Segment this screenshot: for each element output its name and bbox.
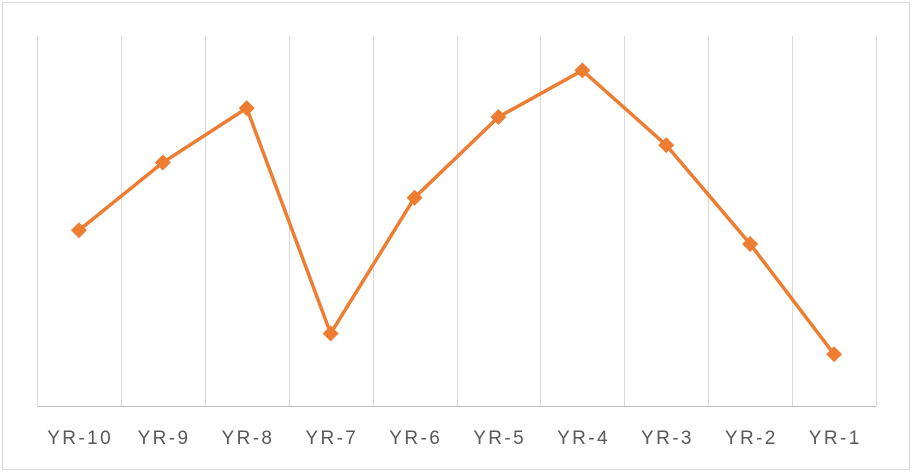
x-tick-label: YR-1 bbox=[809, 428, 862, 449]
series-line bbox=[77, 68, 836, 356]
gridlines bbox=[37, 36, 877, 406]
data-point-diamond bbox=[574, 62, 591, 79]
data-point-diamond bbox=[490, 109, 507, 126]
series-layer bbox=[70, 62, 843, 363]
data-point-diamond bbox=[154, 154, 171, 171]
chart-frame bbox=[2, 2, 910, 470]
x-tick-label: YR-2 bbox=[725, 428, 778, 449]
data-point-diamond bbox=[742, 235, 759, 252]
x-tick-label: YR-10 bbox=[47, 428, 113, 449]
data-point-diamond bbox=[406, 189, 423, 206]
x-tick-label: YR-9 bbox=[138, 428, 191, 449]
data-point-diamond bbox=[238, 100, 255, 117]
x-tick-label: YR-7 bbox=[305, 428, 358, 449]
data-point-diamond bbox=[70, 222, 87, 239]
x-tick-label: YR-4 bbox=[557, 428, 610, 449]
x-tick-label: YR-8 bbox=[222, 428, 275, 449]
x-tick-label: YR-6 bbox=[389, 428, 442, 449]
data-point-diamond bbox=[826, 346, 843, 363]
x-tick-label: YR-3 bbox=[641, 428, 694, 449]
x-tick-label: YR-5 bbox=[473, 428, 526, 449]
data-point-diamond bbox=[322, 325, 339, 342]
x-tick-labels: YR-10 YR-9 YR-8 YR-7 YR-6 YR-5 YR-4 YR-3 YR-2 YR-… bbox=[47, 428, 862, 449]
data-point-diamond bbox=[658, 137, 675, 154]
